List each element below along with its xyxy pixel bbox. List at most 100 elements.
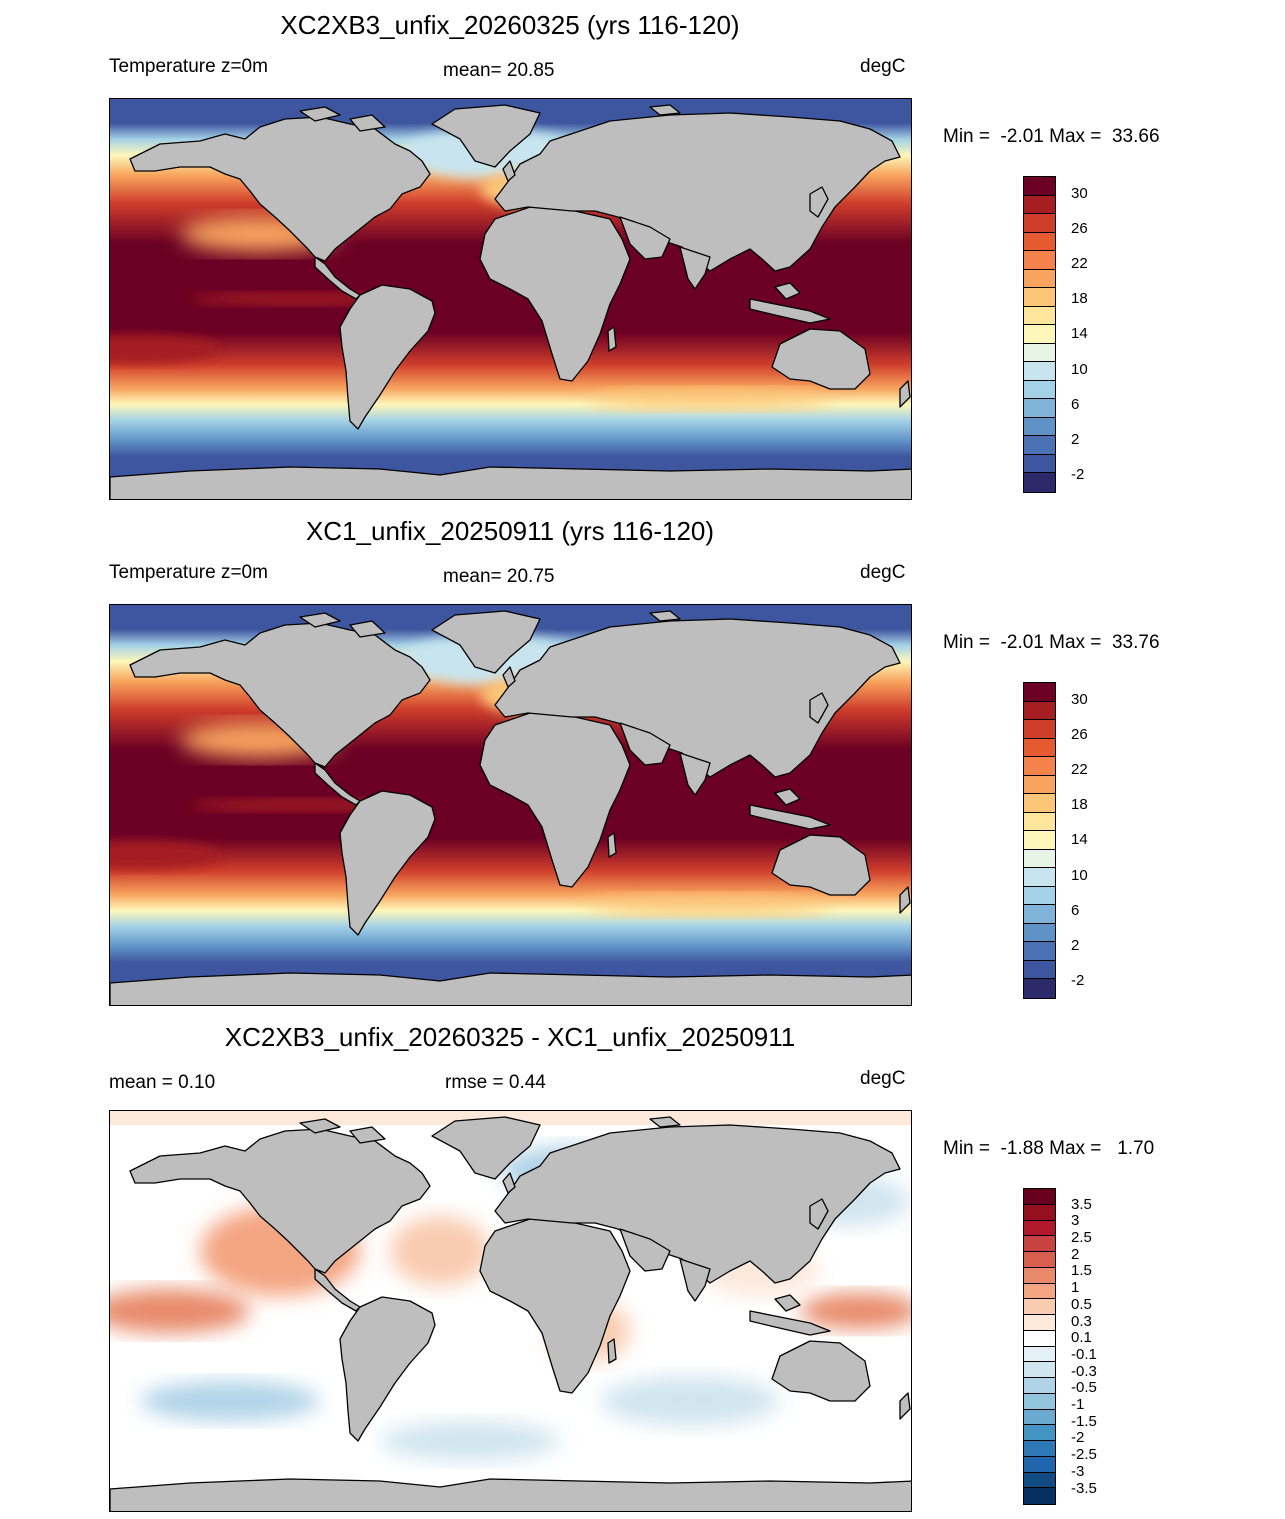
colorbar-segment	[1024, 399, 1055, 418]
colorbar-segment	[1024, 1315, 1055, 1331]
mean-label: mean= 20.85	[443, 60, 555, 81]
colorbar-tick-label: 10	[1071, 360, 1088, 378]
colorbar-segment	[1024, 214, 1055, 233]
colorbar-tick-label: 26	[1071, 725, 1088, 743]
colorbar-tick-label: 0.1	[1071, 1329, 1092, 1347]
colorbar-segment	[1024, 923, 1055, 943]
colorbar-tick-label: 0.3	[1071, 1312, 1092, 1330]
colorbar-tick-label: 14	[1071, 325, 1088, 343]
mean-label: mean= 20.75	[443, 566, 555, 587]
colorbar-tick-label: -2	[1071, 972, 1085, 990]
colorbar	[1023, 1188, 1056, 1505]
colorbar-segment	[1024, 1299, 1055, 1315]
colorbar-segment	[1024, 1409, 1055, 1426]
colorbar-segment	[1024, 325, 1055, 344]
colorbar-segment	[1024, 868, 1055, 887]
colorbar-tick-label: 1.5	[1071, 1262, 1092, 1280]
min-max-label: Min = -2.01 Max = 33.66	[943, 126, 1160, 147]
colorbar-segment	[1024, 1393, 1055, 1410]
colorbar-tick-label: -0.3	[1071, 1362, 1097, 1380]
colorbar-tick-label: 2	[1071, 937, 1080, 954]
colorbar-segment	[1024, 362, 1055, 381]
colorbar-segment	[1024, 849, 1055, 869]
colorbar-segment	[1024, 251, 1055, 270]
colorbar-segment	[1024, 1283, 1055, 1300]
colorbar-segment	[1024, 1441, 1055, 1457]
colorbar-segment	[1024, 1267, 1055, 1284]
colorbar-segment	[1024, 1220, 1055, 1237]
colorbar-segment	[1024, 269, 1055, 289]
colorbar-segment	[1024, 436, 1055, 455]
colorbar-segment	[1024, 1346, 1055, 1363]
colorbar-tick-label: 2	[1071, 431, 1080, 448]
colorbar-tick-label: 0.5	[1071, 1295, 1092, 1313]
colorbar-segment	[1024, 1252, 1055, 1268]
colorbar-segment	[1024, 812, 1055, 832]
colorbar-tick-label: 22	[1071, 255, 1088, 272]
colorbar-segment	[1024, 701, 1055, 721]
panel-title: XC2XB3_unfix_20260325 (yrs 116-120)	[280, 10, 740, 40]
units-label: degC	[860, 562, 906, 583]
colorbar-segment	[1024, 831, 1055, 850]
units-label: degC	[860, 1068, 906, 1089]
difference-map	[109, 1110, 912, 1512]
colorbar-segment	[1024, 738, 1055, 758]
colorbar-tick-label: -1	[1071, 1396, 1085, 1413]
colorbar-segment	[1024, 288, 1055, 307]
colorbar-segment	[1024, 794, 1055, 813]
colorbar-tick-label: 26	[1071, 219, 1088, 237]
colorbar-segment	[1024, 1378, 1055, 1394]
colorbar-tick-label: -0.1	[1071, 1345, 1097, 1363]
colorbar-segment	[1024, 979, 1055, 998]
colorbar-segment	[1024, 1330, 1055, 1347]
colorbar-tick-label: 3.5	[1071, 1195, 1092, 1213]
colorbar-segment	[1024, 886, 1055, 906]
colorbar-segment	[1024, 343, 1055, 363]
colorbar-segment	[1024, 1425, 1055, 1441]
units-label: degC	[860, 56, 906, 77]
mean-label: mean = 0.10	[109, 1072, 216, 1093]
min-max-label: Min = -1.88 Max = 1.70	[943, 1138, 1155, 1159]
colorbar	[1023, 176, 1056, 493]
colorbar-segment	[1024, 720, 1055, 739]
colorbar-segment	[1024, 1362, 1055, 1378]
min-max-label: Min = -2.01 Max = 33.76	[943, 632, 1160, 653]
colorbar-segment	[1024, 306, 1055, 326]
colorbar-tick-label: 3	[1071, 1212, 1080, 1230]
colorbar-segment	[1024, 905, 1055, 924]
difference-map-svg	[110, 1111, 911, 1511]
colorbar-segment	[1024, 683, 1055, 702]
colorbar-segment	[1024, 1488, 1055, 1504]
colorbar-segment	[1024, 1456, 1055, 1473]
variable-label: Temperature z=0m	[109, 562, 268, 583]
colorbar-segment	[1024, 417, 1055, 437]
variable-label: Temperature z=0m	[109, 56, 268, 77]
colorbar-segment	[1024, 1472, 1055, 1489]
colorbar	[1023, 682, 1056, 999]
colorbar-segment	[1024, 380, 1055, 400]
colorbar-segment	[1024, 1236, 1055, 1252]
rmse-label: rmse = 0.44	[445, 1072, 546, 1093]
colorbar-segment	[1024, 942, 1055, 961]
colorbar-tick-label: 10	[1071, 866, 1088, 884]
colorbar-tick-label: -0.5	[1071, 1379, 1097, 1397]
colorbar-tick-label: 6	[1071, 901, 1080, 919]
colorbar-segment	[1024, 1189, 1055, 1205]
colorbar-tick-label: 6	[1071, 395, 1080, 413]
colorbar-tick-label: 22	[1071, 761, 1088, 778]
colorbar-segment	[1024, 757, 1055, 776]
panel-title: XC1_unfix_20250911 (yrs 116-120)	[305, 516, 715, 546]
colorbar-tick-label: 14	[1071, 831, 1088, 849]
sst-map	[109, 98, 912, 500]
sst-map-svg	[110, 99, 911, 499]
colorbar-tick-label: 30	[1071, 184, 1088, 202]
colorbar-segment	[1024, 454, 1055, 474]
colorbar-tick-label: 2.5	[1071, 1229, 1092, 1246]
colorbar-segment	[1024, 232, 1055, 252]
colorbar-tick-label: 1	[1071, 1279, 1080, 1297]
panel-title: XC2XB3_unfix_20260325 - XC1_unfix_202509…	[224, 1022, 796, 1052]
colorbar-segment	[1024, 775, 1055, 795]
colorbar-tick-label: -1.5	[1071, 1412, 1097, 1430]
colorbar-tick-label: -3.5	[1071, 1479, 1097, 1497]
colorbar-segment	[1024, 1204, 1055, 1221]
